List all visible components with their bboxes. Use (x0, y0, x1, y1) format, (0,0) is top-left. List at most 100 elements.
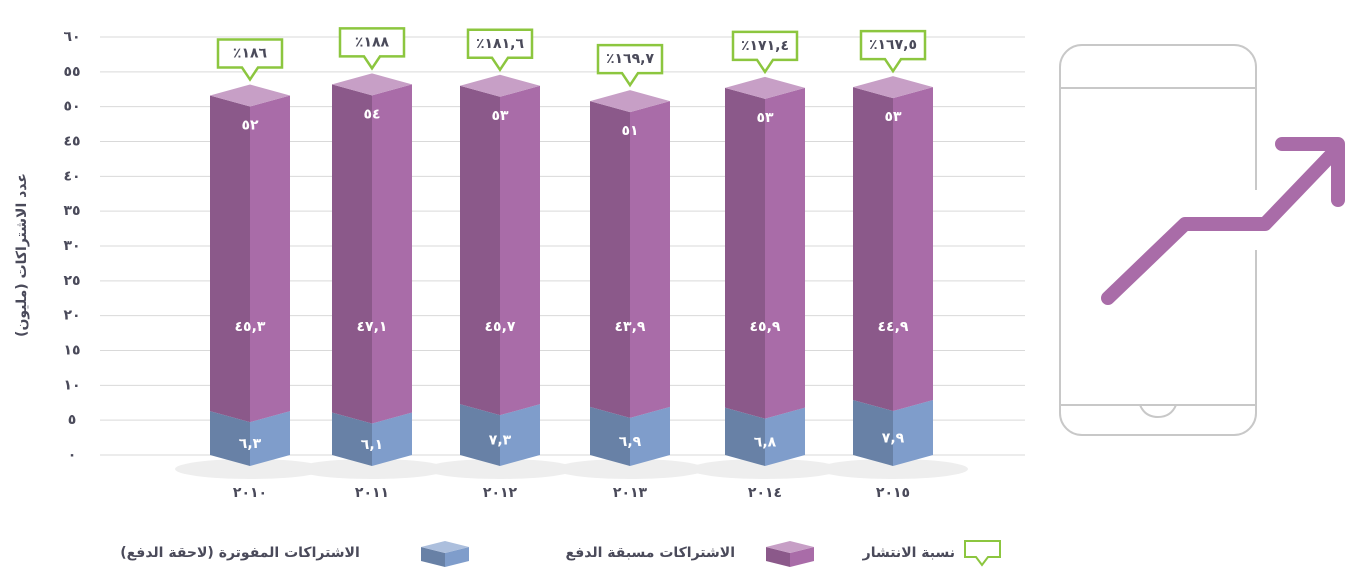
y-tick-label: ٤٠ (63, 168, 80, 184)
bar-face-top (210, 84, 290, 107)
x-tick-label: ٢٠١٠ (233, 485, 267, 501)
bar-segment (332, 73, 412, 424)
bar-shadow (425, 459, 575, 479)
value-label: ٧,٣ (489, 433, 512, 449)
bar-shadows (175, 459, 968, 479)
legend-cube-right (790, 547, 814, 567)
x-tick-label: ٢٠١٢ (483, 485, 518, 501)
bar-shadow (555, 459, 705, 479)
y-tick-label: ٦٠ (63, 29, 80, 45)
phone-decoration (1059, 44, 1257, 436)
bar-face-right (372, 84, 412, 424)
value-label: ٧,٩ (882, 430, 905, 446)
bar-face-top (332, 73, 412, 96)
bar-face-top (725, 76, 805, 99)
bar-shadow (690, 459, 840, 479)
penetration-label: ٪١٨٦ (233, 46, 268, 62)
bar-face-left (853, 399, 893, 466)
bar-face-left (332, 412, 372, 466)
bar-face-right (630, 101, 670, 418)
legend-cube-left (421, 547, 445, 567)
x-tick-label: ٢٠١٣ (613, 485, 648, 501)
bar-segment (853, 76, 933, 411)
y-tick-label: ١٠ (63, 377, 80, 393)
bar-face-left (590, 101, 630, 418)
value-label: ٤٣,٩ (615, 319, 646, 335)
value-label: ٤٧,١ (357, 319, 388, 335)
bar-face-right (893, 87, 933, 411)
bar-face-left (210, 95, 250, 423)
y-tick-label: ٥ (68, 412, 77, 428)
value-label: ٤٥,٣ (235, 319, 266, 335)
bar-face-top (460, 74, 540, 97)
callout-box (859, 29, 927, 74)
bar-face-right (372, 412, 412, 466)
penetration-label: ٪١٦٧,٥ (869, 37, 917, 53)
bar-face-left (725, 87, 765, 419)
legend-cube-top (766, 541, 814, 553)
penetration-label: ٪١٦٩,٧ (606, 51, 654, 67)
total-label: ٥٤ (363, 106, 380, 122)
phone-button (1139, 404, 1177, 419)
total-label: ٥٣ (491, 108, 509, 124)
bar-face-left (460, 85, 500, 416)
bar-face-right (500, 85, 540, 416)
y-tick-label: ١٥ (63, 343, 80, 359)
legend-cube-left (766, 547, 790, 567)
bar-shadow (175, 459, 325, 479)
bar-face-left (210, 411, 250, 466)
y-tick-label: ٢٥ (63, 273, 80, 289)
bar-face-right (630, 406, 670, 466)
legend-label: الاشتراكات المفوترة (لاحقة الدفع) (120, 545, 360, 561)
total-label: ٥٣ (756, 110, 774, 126)
total-label: ٥١ (621, 123, 638, 139)
penetration-callout: ٪١٨٨ (338, 27, 406, 71)
bar-segment (725, 76, 805, 419)
bar-face-left (332, 84, 372, 424)
y-axis-title: عدد الاشتراكات (مليون) (14, 173, 30, 337)
bar-face-left (460, 404, 500, 466)
value-label: ٤٥,٩ (750, 319, 781, 335)
bar-segment (210, 84, 290, 423)
value-label: ٦,٣ (239, 436, 262, 452)
y-tick-label: ٣٥ (63, 203, 80, 219)
bar-face-top (590, 90, 670, 113)
bar-face-left (590, 406, 630, 466)
bar-face-left (853, 87, 893, 411)
callout-box (338, 27, 406, 71)
penetration-callout: ٪١٦٩,٧ (596, 43, 664, 88)
x-tick-label: ٢٠١٤ (748, 485, 782, 501)
phone-outline (1059, 44, 1257, 436)
y-tick-label: ٣٠ (63, 238, 80, 254)
legend-label: الاشتراكات مسبقة الدفع (566, 545, 736, 561)
legend-cube-right (445, 547, 469, 567)
y-tick-label: ٠ (68, 447, 77, 463)
total-label: ٥٢ (241, 118, 259, 134)
value-label: ٤٥,٧ (485, 319, 516, 335)
bar-shadow (818, 459, 968, 479)
bar-segment (590, 90, 670, 418)
arrow-line (1101, 143, 1343, 305)
bar-shadow (297, 459, 447, 479)
value-label: ٤٤,٩ (878, 319, 909, 335)
penetration-label: ٪١٧١,٤ (741, 38, 789, 54)
legend-label: نسبة الانتشار (862, 545, 955, 561)
legend-cube-top (421, 541, 469, 553)
total-label: ٥٣ (884, 109, 902, 125)
penetration-callout: ٪١٨١,٦ (466, 28, 534, 73)
bar-segment (460, 74, 540, 416)
x-tick-label: ٢٠١١ (355, 485, 389, 501)
trend-arrow (1101, 137, 1345, 305)
callout-box (466, 28, 534, 73)
penetration-callout: ٪١٧١,٤ (731, 30, 799, 75)
bar-face-right (250, 95, 290, 423)
bar-face-right (765, 87, 805, 419)
bar-face-right (893, 399, 933, 466)
callout-box (596, 43, 664, 88)
penetration-label: ٪١٨٨ (355, 34, 390, 50)
bar-face-top (853, 76, 933, 99)
callout-box (216, 38, 284, 82)
value-label: ٦,٨ (754, 434, 777, 450)
arrow-head (1275, 137, 1345, 207)
